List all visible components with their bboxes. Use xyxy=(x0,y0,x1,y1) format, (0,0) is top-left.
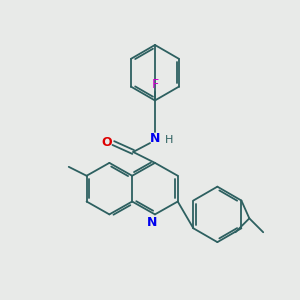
Text: H: H xyxy=(165,135,173,145)
Text: N: N xyxy=(147,216,157,229)
Text: O: O xyxy=(101,136,112,148)
Text: N: N xyxy=(150,132,160,145)
Text: F: F xyxy=(152,78,158,91)
